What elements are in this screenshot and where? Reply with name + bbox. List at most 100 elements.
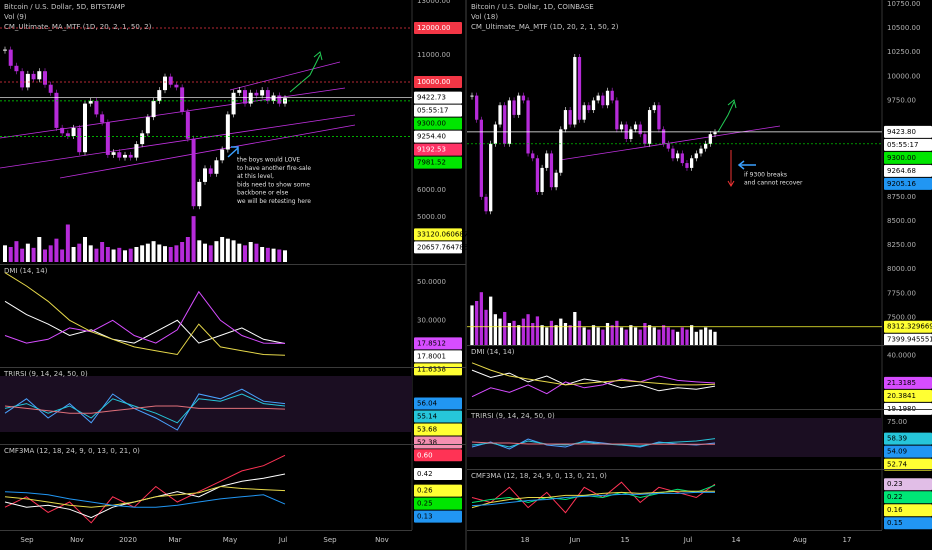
volume-bar (554, 325, 558, 345)
candle (704, 143, 708, 149)
candle (545, 153, 549, 168)
volume-bar (163, 246, 167, 262)
volume-bar (151, 241, 156, 262)
axis-label: 8000.00 (887, 265, 916, 273)
axis-label-bg (884, 389, 932, 402)
axis-label-bg (414, 497, 462, 510)
x-tick-label: Nov (70, 536, 84, 544)
annotation: bids need to show some (237, 181, 310, 188)
indicator-line (471, 441, 715, 445)
axis-label-bg (414, 423, 462, 436)
volume-bar (260, 247, 265, 262)
axis-label-bg (884, 138, 932, 151)
volume-bar (601, 329, 605, 345)
indicator-line (471, 484, 716, 504)
candle (708, 134, 712, 144)
axis-label: 20.3841 (887, 392, 916, 400)
candle (60, 127, 65, 134)
candle (220, 149, 225, 161)
x-tick-label: Jun (569, 536, 581, 544)
candle (540, 167, 544, 193)
volume-bar (512, 320, 516, 345)
volume-bar (704, 327, 708, 345)
candle (652, 105, 656, 111)
candle (517, 95, 521, 115)
candle (531, 153, 535, 159)
volume-bar (254, 243, 259, 262)
candle (713, 132, 717, 135)
axis-label: 52.74 (887, 461, 908, 469)
down-arrow (727, 150, 735, 187)
volume-bar (582, 327, 586, 345)
volume-bar (128, 248, 133, 262)
candle (105, 122, 110, 155)
candle (573, 57, 577, 125)
volume-bar (134, 247, 139, 262)
candle (243, 90, 247, 104)
axis-label: 7500.00 (887, 313, 916, 321)
candle (643, 134, 647, 144)
volume-bar (643, 323, 647, 345)
axis-label: 30.0000 (417, 316, 446, 324)
candle (671, 148, 675, 159)
x-tick-label: 2020 (119, 536, 137, 544)
candle (661, 129, 666, 144)
axis-label-bg (884, 445, 932, 458)
axis-label: 10750.00 (887, 0, 920, 8)
axis-label-bg (414, 91, 462, 104)
volume-bar (559, 318, 563, 345)
candle (610, 90, 614, 101)
indicator-line (4, 272, 286, 356)
volume-bar (666, 327, 670, 345)
indicator-line (4, 300, 286, 344)
indicator-line (4, 388, 286, 431)
candle (3, 49, 7, 51)
candle (493, 124, 498, 144)
volume-bar (37, 237, 42, 262)
candle (277, 95, 282, 104)
candle (77, 127, 82, 153)
annotation: to have another fire-sale (237, 165, 311, 172)
chart-title: Bitcoin / U.S. Dollar, 5D, BITSTAMP (4, 3, 125, 11)
candle (265, 90, 270, 101)
candle (37, 71, 42, 80)
axis-label: 10500.00 (887, 24, 920, 32)
candle (629, 129, 633, 139)
candle (8, 49, 13, 66)
volume-bar (521, 318, 526, 345)
axis-label: 0.23 (887, 480, 903, 488)
axis-label: 05:55:17 (417, 107, 448, 115)
candle (260, 90, 265, 96)
axis-label: 0.15 (887, 519, 903, 527)
axis-label: 12000.00 (417, 24, 450, 32)
candle (680, 153, 684, 164)
volume-bar (105, 247, 110, 262)
annotation: if 9300 breaks (744, 172, 787, 179)
candle (521, 95, 526, 101)
axis-label: 33120.060687 (417, 230, 468, 238)
volume-bar (498, 318, 502, 345)
axis-label-bg (414, 510, 462, 523)
axis-label: 40.0000 (887, 351, 916, 359)
candle (647, 110, 652, 144)
volume-bar (568, 325, 572, 345)
volume-bar (591, 325, 596, 345)
candle (601, 95, 605, 106)
volume-bar (77, 243, 82, 262)
axis-label: 6000.00 (417, 186, 446, 194)
axis-label-bg (884, 333, 932, 346)
x-tick-label: 14 (732, 536, 741, 544)
volume-bar (271, 248, 276, 262)
axis-label: 20657.764785 (417, 243, 468, 251)
candle (117, 152, 122, 158)
candle (94, 100, 99, 115)
axis-label-bg (414, 468, 462, 480)
indicator-line (4, 491, 286, 508)
candle (54, 92, 59, 128)
volume-bar (8, 247, 13, 262)
axis-label: 7750.00 (887, 289, 916, 297)
candle (48, 84, 53, 93)
candle (231, 92, 236, 115)
volume-bar (43, 249, 47, 262)
volume-bar (503, 312, 507, 345)
